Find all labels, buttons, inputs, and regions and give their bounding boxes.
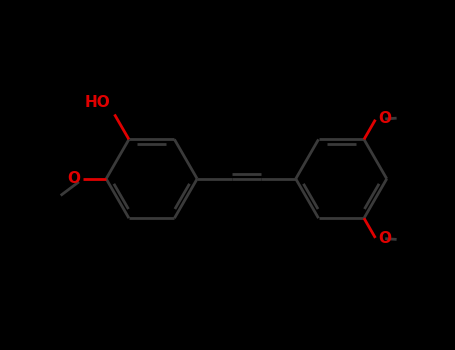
Text: O: O — [379, 111, 391, 126]
Text: O: O — [379, 231, 391, 246]
Text: O: O — [67, 170, 81, 186]
Text: HO: HO — [84, 95, 110, 110]
